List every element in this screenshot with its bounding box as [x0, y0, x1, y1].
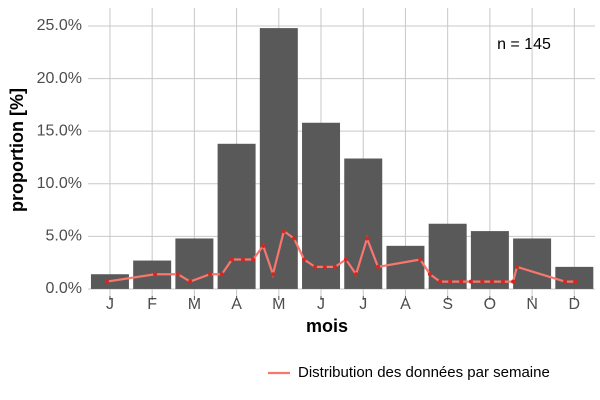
point	[104, 279, 109, 284]
x-tick-label: O	[484, 296, 496, 313]
point	[511, 279, 516, 284]
point	[514, 264, 519, 269]
point	[188, 279, 193, 284]
point	[459, 279, 464, 284]
annotation: n = 145	[497, 36, 551, 53]
x-tick-label: A	[231, 296, 242, 313]
bar	[175, 238, 214, 289]
point	[240, 257, 245, 262]
point	[208, 272, 213, 277]
bar	[555, 266, 594, 289]
bar	[217, 143, 256, 289]
point	[332, 264, 337, 269]
x-tick-label: J	[106, 296, 114, 313]
point	[500, 279, 505, 284]
point	[365, 236, 370, 241]
y-tick-label: 5.0%	[46, 228, 82, 245]
line	[106, 229, 576, 283]
x-tick-label: J	[317, 296, 325, 313]
point	[281, 229, 286, 234]
point	[292, 236, 297, 241]
point	[438, 279, 443, 284]
y-tick-label: 25.0%	[37, 17, 82, 34]
bar	[344, 158, 383, 289]
bar	[470, 231, 509, 289]
point	[343, 257, 348, 262]
y-axis-label: proportion [%]	[7, 88, 27, 212]
point	[270, 272, 275, 277]
bar	[302, 122, 341, 289]
x-tick-label: A	[400, 296, 411, 313]
point	[427, 272, 432, 277]
bar	[513, 238, 552, 289]
x-tick-label: J	[359, 296, 367, 313]
point	[302, 257, 307, 262]
point	[376, 264, 381, 269]
point	[229, 257, 234, 262]
x-axis-label: mois	[306, 316, 348, 336]
x-tick-label: S	[442, 296, 453, 313]
point	[480, 279, 485, 284]
x-tick-label: M	[272, 296, 285, 313]
y-tick-label: 15.0%	[37, 122, 82, 139]
x-tick-label: D	[569, 296, 581, 313]
point	[468, 279, 473, 284]
point	[322, 264, 327, 269]
point	[354, 272, 359, 277]
point	[175, 272, 180, 277]
point	[313, 264, 318, 269]
y-tick-label: 10.0%	[37, 175, 82, 192]
y-tick-label: 0.0%	[46, 280, 82, 297]
point	[573, 279, 578, 284]
bar	[386, 245, 425, 289]
point	[261, 243, 266, 248]
x-tick-label: F	[147, 296, 157, 313]
point	[153, 272, 158, 277]
bar	[259, 28, 298, 289]
bar	[428, 223, 467, 289]
point	[251, 257, 256, 262]
y-tick-label: 20.0%	[37, 70, 82, 87]
point	[219, 272, 224, 277]
point	[448, 279, 453, 284]
legend-label: Distribution des données par semaine	[298, 364, 550, 381]
point	[418, 257, 423, 262]
point	[563, 279, 568, 284]
x-tick-label: M	[188, 296, 201, 313]
x-tick-label: N	[526, 296, 538, 313]
point	[489, 279, 494, 284]
